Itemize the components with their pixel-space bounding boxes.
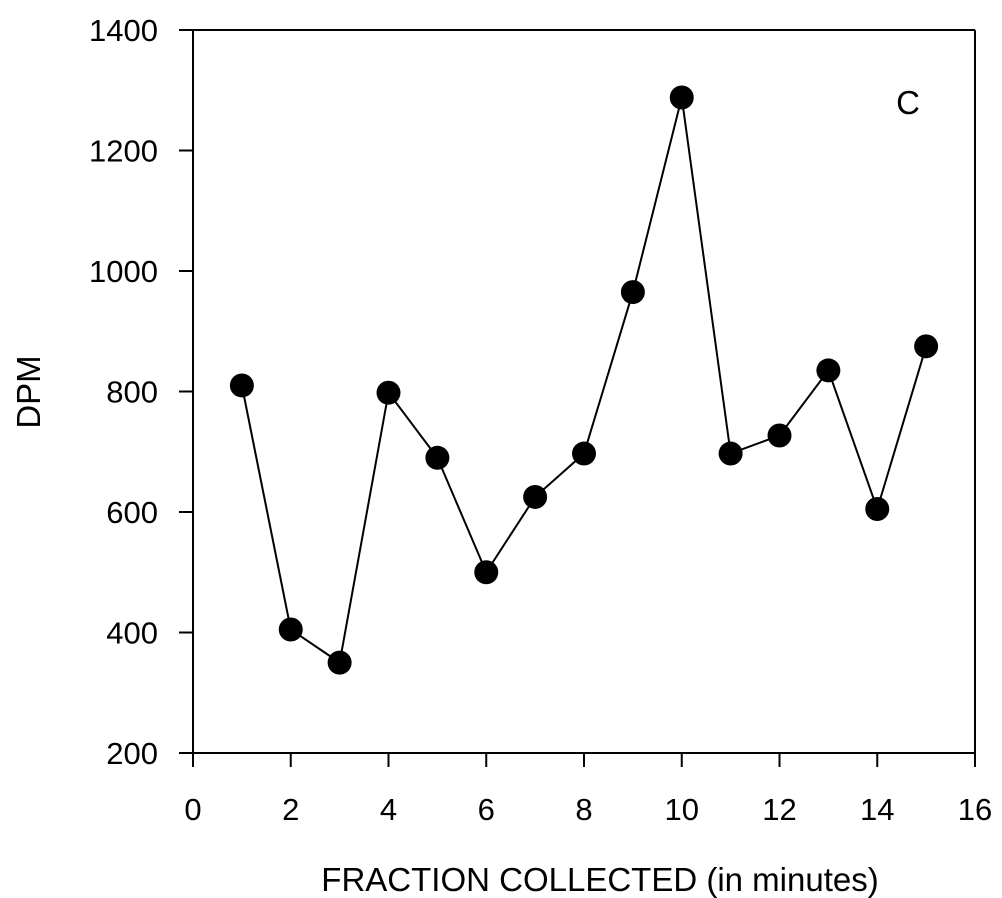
data-point: [229, 373, 254, 398]
data-series: [229, 85, 939, 675]
y-tick-label: 1200: [89, 134, 158, 169]
data-point: [718, 441, 743, 466]
x-tick-label: 8: [575, 792, 592, 827]
x-axis-ticks: 0 2 4 6 8 10 12 14 16: [184, 753, 992, 827]
data-point: [327, 650, 352, 675]
x-tick-label: 6: [478, 792, 495, 827]
y-axis-ticks: 200 400 600 800 1000 1200 1400: [89, 13, 193, 771]
x-tick-label: 14: [860, 792, 894, 827]
data-point: [767, 423, 792, 448]
data-point: [474, 560, 499, 585]
y-tick-label: 1400: [89, 13, 158, 48]
y-tick-label: 1000: [89, 254, 158, 289]
data-point: [572, 441, 596, 466]
panel-label: C: [896, 84, 920, 121]
x-tick-label: 4: [380, 792, 397, 827]
data-point: [669, 85, 694, 110]
y-tick-label: 800: [106, 375, 158, 410]
data-point: [376, 380, 401, 405]
data-point: [278, 617, 303, 642]
x-axis-title: FRACTION COLLECTED (in minutes): [321, 861, 878, 898]
x-tick-label: 2: [282, 792, 299, 827]
data-point: [865, 496, 890, 521]
y-tick-label: 200: [106, 736, 158, 771]
data-point: [425, 445, 450, 470]
x-tick-label: 12: [762, 792, 796, 827]
x-tick-label: 10: [665, 792, 699, 827]
y-tick-label: 400: [106, 616, 158, 651]
x-tick-label: 0: [184, 792, 201, 827]
data-point: [620, 280, 645, 305]
data-point: [816, 358, 841, 383]
y-axis-title: DPM: [10, 355, 47, 428]
chart-axes: [192, 29, 976, 754]
data-point: [523, 484, 548, 509]
x-tick-label: 16: [958, 792, 992, 827]
y-tick-label: 600: [106, 495, 158, 530]
data-point: [914, 334, 939, 359]
